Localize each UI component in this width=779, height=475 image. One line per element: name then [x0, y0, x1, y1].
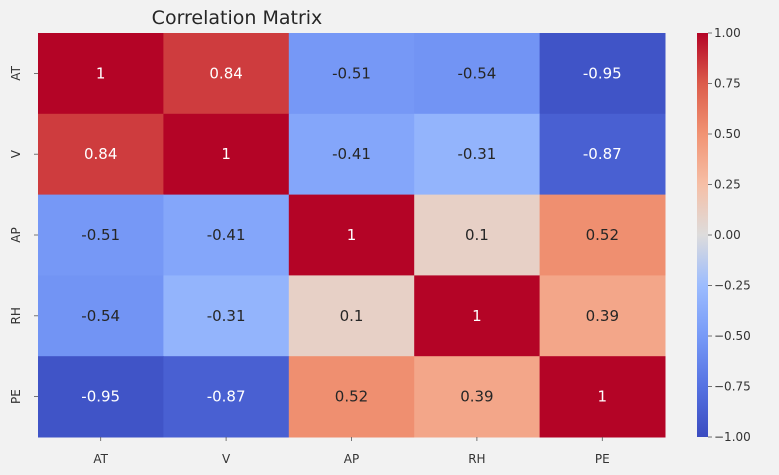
- colorbar-tick-label: −0.50: [714, 329, 751, 343]
- colorbar-tick-label: −1.00: [714, 430, 751, 444]
- x-tick-label: V: [222, 452, 231, 466]
- y-tick-label: RH: [9, 307, 23, 324]
- cell-value-label: -0.87: [583, 145, 622, 163]
- colorbar-tick-label: −0.75: [714, 380, 751, 394]
- colorbar-tick-label: 0.25: [714, 178, 741, 192]
- cell-value-label: 1: [96, 64, 106, 82]
- cell-value-label: -0.31: [457, 145, 496, 163]
- heatmap-cell-pe-v: [163, 356, 290, 438]
- heatmap-cell-pe-pe: [539, 356, 666, 438]
- cell-value-label: 1: [472, 307, 482, 325]
- cell-value-label: 0.84: [84, 145, 117, 163]
- heatmap-cell-rh-ap: [288, 275, 415, 357]
- cell-value-label: -0.51: [332, 64, 371, 82]
- y-tick-label: AT: [9, 65, 23, 80]
- cell-value-label: 0.84: [209, 64, 242, 82]
- cell-value-label: -0.41: [207, 226, 246, 244]
- cell-value-label: 0.39: [460, 388, 493, 406]
- cell-value-label: -0.87: [207, 388, 246, 406]
- y-tick-label: V: [9, 149, 23, 158]
- cell-value-label: -0.95: [81, 388, 120, 406]
- x-tick-label: AT: [93, 452, 108, 466]
- colorbar-tick-label: −0.25: [714, 279, 751, 293]
- colorbar-tick-label: 0.50: [714, 127, 741, 141]
- heatmap-cells: 1 0.84 -0.51 -0.54 -0.95 0.84 1 -0.41 -0.31 -0.87…: [38, 33, 666, 438]
- heatmap-cell-v-v: [163, 113, 290, 196]
- x-tick-label: RH: [468, 452, 485, 466]
- heatmap-cell-at-rh: [414, 33, 541, 115]
- heatmap-cell-rh-at: [38, 275, 164, 357]
- cell-value-label: -0.95: [583, 64, 622, 82]
- heatmap-cell-pe-rh: [414, 356, 541, 438]
- y-tick-label: PE: [9, 389, 23, 404]
- heatmap-cell-ap-pe: [539, 194, 666, 276]
- cell-value-label: -0.51: [81, 226, 120, 244]
- colorbar-gradient: [697, 33, 708, 437]
- heatmap-cell-at-at: [38, 33, 164, 115]
- cell-value-label: -0.31: [207, 307, 246, 325]
- cell-value-label: -0.54: [457, 64, 496, 82]
- y-axis-tick-labels: AT V AP RH PE: [9, 65, 38, 404]
- heatmap-cell-v-ap: [288, 113, 415, 196]
- x-tick-label: AP: [344, 452, 359, 466]
- heatmap-cell-rh-rh: [414, 275, 541, 357]
- colorbar-tick-label: 1.00: [714, 26, 741, 40]
- y-tick-label: AP: [9, 227, 23, 242]
- cell-value-label: 0.52: [586, 226, 619, 244]
- x-tick-label: PE: [595, 452, 610, 466]
- heatmap-cell-ap-at: [38, 194, 164, 276]
- cell-value-label: -0.41: [332, 145, 371, 163]
- heatmap-cell-ap-rh: [414, 194, 541, 276]
- heatmap-cell-pe-at: [38, 356, 164, 438]
- cell-value-label: 1: [221, 145, 231, 163]
- cell-value-label: -0.54: [81, 307, 120, 325]
- colorbar-tick-label: 0.75: [714, 77, 741, 91]
- heatmap-cell-v-rh: [414, 113, 541, 196]
- cell-value-label: 1: [598, 388, 608, 406]
- heatmap-cell-pe-ap: [288, 356, 415, 438]
- colorbar: 1.00 0.75 0.50 0.25 0.00 −0.25 −0.50 −0.75 −1.00: [697, 26, 751, 444]
- heatmap-cell-at-pe: [539, 33, 666, 115]
- cell-value-label: 0.52: [335, 388, 368, 406]
- heatmap-cell-at-ap: [288, 33, 415, 115]
- x-axis-tick-labels: AT V AP RH PE: [93, 437, 610, 466]
- heatmap-cell-rh-pe: [539, 275, 666, 357]
- heatmap-cell-ap-v: [163, 194, 290, 276]
- heatmap-cell-rh-v: [163, 275, 290, 357]
- heatmap-cell-ap-ap: [288, 194, 415, 276]
- cell-value-label: 1: [347, 226, 357, 244]
- heatmap-cell-v-at: [38, 113, 164, 196]
- chart-title: Correlation Matrix: [152, 7, 323, 29]
- cell-value-label: 0.1: [340, 307, 364, 325]
- cell-value-label: 0.39: [586, 307, 619, 325]
- colorbar-tick-label: 0.00: [714, 228, 741, 242]
- heatmap-cell-v-pe: [539, 113, 666, 196]
- cell-value-label: 0.1: [465, 226, 489, 244]
- heatmap-cell-at-v: [163, 33, 290, 115]
